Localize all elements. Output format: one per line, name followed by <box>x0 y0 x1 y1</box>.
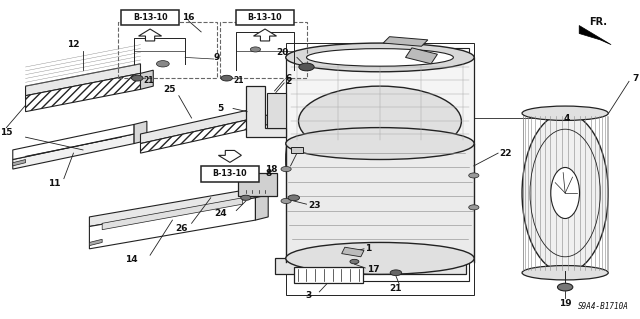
Polygon shape <box>255 195 268 220</box>
Polygon shape <box>267 93 286 128</box>
Text: B-13-10: B-13-10 <box>132 13 168 22</box>
Text: 15: 15 <box>0 128 13 137</box>
Polygon shape <box>141 108 255 144</box>
Text: 1: 1 <box>365 244 372 253</box>
Text: 26: 26 <box>176 224 188 233</box>
Polygon shape <box>383 37 428 46</box>
Text: 21: 21 <box>390 284 402 293</box>
Text: B-13-10: B-13-10 <box>248 13 282 22</box>
Text: 5: 5 <box>217 104 223 113</box>
FancyBboxPatch shape <box>237 173 276 196</box>
Circle shape <box>281 198 291 204</box>
FancyBboxPatch shape <box>201 166 259 182</box>
FancyBboxPatch shape <box>294 267 364 283</box>
Text: 4: 4 <box>563 114 570 122</box>
Ellipse shape <box>298 86 461 156</box>
Ellipse shape <box>286 242 474 274</box>
Text: B-13-10: B-13-10 <box>212 169 247 178</box>
Circle shape <box>468 173 479 178</box>
Polygon shape <box>90 198 255 249</box>
Ellipse shape <box>522 113 608 273</box>
Circle shape <box>299 63 314 71</box>
Polygon shape <box>13 134 134 169</box>
Polygon shape <box>406 48 437 64</box>
Circle shape <box>241 195 251 200</box>
Circle shape <box>557 283 573 291</box>
Text: 17: 17 <box>367 265 379 274</box>
Polygon shape <box>286 57 474 144</box>
Text: 8: 8 <box>265 169 271 178</box>
Polygon shape <box>26 73 141 112</box>
FancyBboxPatch shape <box>236 10 294 25</box>
Text: 12: 12 <box>67 40 80 49</box>
Polygon shape <box>286 144 474 262</box>
Ellipse shape <box>286 128 474 160</box>
Ellipse shape <box>522 265 608 280</box>
Text: 20: 20 <box>276 48 289 57</box>
Ellipse shape <box>307 49 453 66</box>
Polygon shape <box>13 160 26 166</box>
Circle shape <box>350 259 359 264</box>
FancyBboxPatch shape <box>121 10 179 25</box>
Polygon shape <box>134 121 147 144</box>
Circle shape <box>132 75 143 81</box>
Polygon shape <box>218 151 241 162</box>
Text: 11: 11 <box>48 179 61 188</box>
Text: 16: 16 <box>182 13 195 22</box>
Polygon shape <box>342 247 364 257</box>
Text: 23: 23 <box>308 201 320 210</box>
Polygon shape <box>139 29 161 41</box>
Polygon shape <box>13 124 134 160</box>
Ellipse shape <box>522 106 608 121</box>
Polygon shape <box>102 198 243 230</box>
Polygon shape <box>275 258 466 274</box>
Circle shape <box>281 167 291 172</box>
Ellipse shape <box>286 43 474 72</box>
Polygon shape <box>246 86 286 137</box>
Polygon shape <box>255 115 268 128</box>
Polygon shape <box>291 147 303 153</box>
Text: 24: 24 <box>214 209 227 218</box>
Text: 21: 21 <box>144 76 154 85</box>
Circle shape <box>221 75 232 81</box>
Text: 25: 25 <box>163 85 175 94</box>
Circle shape <box>468 205 479 210</box>
Polygon shape <box>141 70 153 89</box>
Circle shape <box>156 61 169 67</box>
Text: 21: 21 <box>233 76 244 85</box>
Text: FR.: FR. <box>589 17 607 27</box>
Polygon shape <box>141 118 255 153</box>
Circle shape <box>250 47 260 52</box>
Polygon shape <box>26 64 141 96</box>
Text: S9A4-B1710A: S9A4-B1710A <box>578 302 629 311</box>
Ellipse shape <box>286 57 474 262</box>
Polygon shape <box>579 26 611 45</box>
Text: 18: 18 <box>266 165 278 174</box>
Text: 9: 9 <box>214 53 220 62</box>
Text: 3: 3 <box>305 291 312 300</box>
Text: 22: 22 <box>499 149 512 158</box>
Polygon shape <box>90 188 255 226</box>
Polygon shape <box>253 29 276 41</box>
Text: 7: 7 <box>632 74 639 83</box>
Polygon shape <box>90 239 102 246</box>
Circle shape <box>390 270 402 276</box>
Text: 2: 2 <box>285 77 292 86</box>
Circle shape <box>288 195 300 201</box>
Text: 19: 19 <box>559 299 572 308</box>
Text: 6: 6 <box>285 74 292 83</box>
Ellipse shape <box>551 167 579 219</box>
Text: 14: 14 <box>125 256 137 264</box>
